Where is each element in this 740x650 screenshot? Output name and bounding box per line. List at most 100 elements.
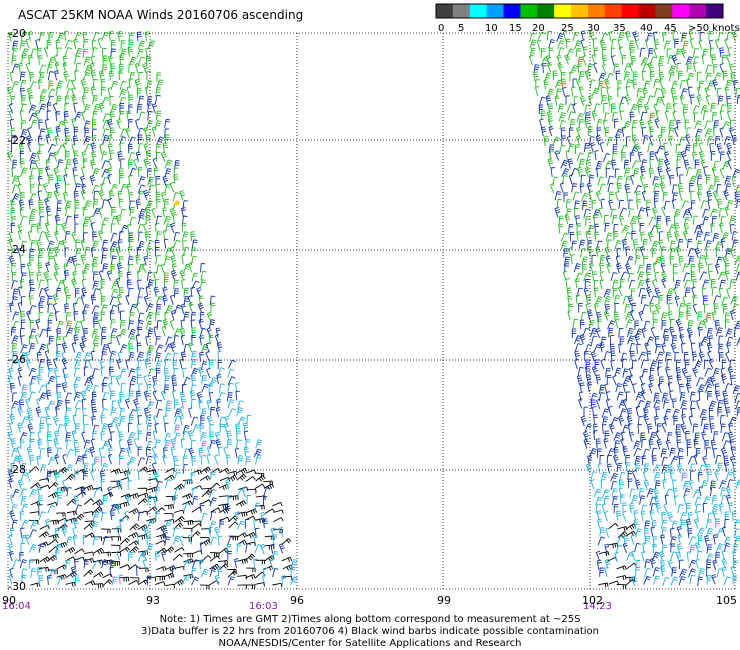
wind-barb	[136, 390, 141, 401]
wind-barb	[46, 39, 52, 50]
wind-barb	[660, 262, 666, 274]
wind-barb	[554, 206, 561, 218]
wind-barb	[208, 391, 214, 402]
wind-barb	[533, 71, 539, 82]
wind-barb	[99, 70, 105, 81]
wind-barb	[676, 166, 681, 177]
wind-barb	[709, 142, 714, 153]
wind-barb	[52, 293, 59, 305]
wind-barb	[660, 534, 666, 545]
wind-barb	[71, 87, 76, 98]
wind-barb	[37, 566, 42, 577]
wind-barb	[607, 320, 616, 330]
wind-barb	[155, 151, 161, 162]
wind-barb	[152, 390, 158, 401]
wind-barb	[713, 303, 719, 314]
wind-barb	[649, 557, 656, 569]
wind-barb	[92, 384, 100, 395]
wind-barb	[108, 447, 113, 458]
wind-barb	[83, 448, 91, 458]
wind-barb	[187, 430, 194, 441]
wind-barb	[188, 407, 193, 418]
wind-barb	[107, 134, 113, 145]
wind-barb	[143, 375, 148, 386]
wind-barb	[661, 511, 667, 522]
wind-barb	[146, 535, 152, 546]
wind-barb	[17, 422, 23, 433]
wind-barb	[11, 55, 17, 65]
wind-barb	[721, 558, 728, 569]
wind-barb	[37, 47, 42, 58]
wind-barb	[685, 134, 691, 145]
wind-barb	[636, 88, 643, 98]
wind-barb	[613, 231, 619, 241]
wind-barb	[694, 496, 702, 506]
wind-barb	[631, 79, 638, 90]
wind-barb	[667, 559, 673, 571]
wind-barb	[119, 63, 124, 74]
wind-barb	[97, 37, 102, 49]
wind-barb	[629, 111, 635, 122]
wind-barb	[583, 208, 591, 218]
wind-barb	[732, 168, 740, 178]
wind-barb	[154, 423, 159, 434]
wind-barb	[682, 480, 690, 490]
wind-barb	[578, 391, 584, 402]
wind-barb	[118, 168, 124, 179]
wind-barb	[136, 319, 144, 330]
wind-barb	[666, 358, 672, 369]
wind-barb	[199, 335, 205, 346]
wind-barb	[665, 103, 672, 113]
wind-barb	[651, 520, 657, 530]
wind-barb	[589, 262, 595, 273]
wind-barb	[65, 407, 71, 417]
wind-barb	[723, 576, 731, 586]
wind-barb	[650, 526, 655, 537]
wind-barb	[64, 547, 76, 554]
wind-barb	[46, 431, 52, 442]
wind-barb	[219, 467, 230, 474]
wind-barb	[54, 471, 60, 482]
wind-barb	[173, 579, 185, 586]
wind-barb	[670, 455, 679, 465]
wind-barb	[26, 87, 33, 98]
wind-barb	[118, 70, 124, 81]
wind-barb	[100, 456, 106, 467]
wind-barb	[38, 511, 46, 521]
wind-barb	[558, 144, 566, 155]
wind-barb	[709, 47, 715, 58]
wind-barb	[618, 327, 624, 338]
wind-barb	[604, 566, 609, 578]
wind-barb	[63, 286, 70, 298]
wind-barb	[639, 222, 645, 233]
wind-barb	[621, 126, 627, 137]
wind-barb	[633, 71, 638, 82]
wind-barb	[83, 263, 91, 273]
wind-barb	[128, 119, 133, 129]
wind-barb	[668, 375, 673, 386]
wind-barb	[622, 382, 628, 393]
wind-barb	[595, 374, 602, 385]
wind-barb	[635, 328, 643, 338]
wind-barb	[641, 71, 647, 81]
wind-barb	[735, 479, 740, 489]
wind-barb	[118, 447, 126, 458]
wind-barb	[146, 80, 153, 90]
wind-barb	[118, 231, 124, 241]
wind-barb	[654, 287, 661, 298]
wind-barb	[600, 471, 608, 481]
wind-barb	[705, 447, 711, 457]
wind-barb	[687, 207, 693, 218]
wind-barb	[29, 382, 34, 393]
wind-barb	[82, 158, 88, 169]
wind-barb	[607, 175, 614, 185]
wind-barb	[641, 304, 649, 314]
wind-barb	[701, 54, 707, 65]
wind-barb	[44, 231, 51, 242]
wind-barb	[721, 566, 727, 578]
wind-barb	[180, 207, 186, 218]
wind-barb	[152, 375, 158, 386]
wind-barb	[642, 542, 647, 553]
wind-barb	[227, 399, 235, 409]
wind-barb	[180, 438, 186, 449]
